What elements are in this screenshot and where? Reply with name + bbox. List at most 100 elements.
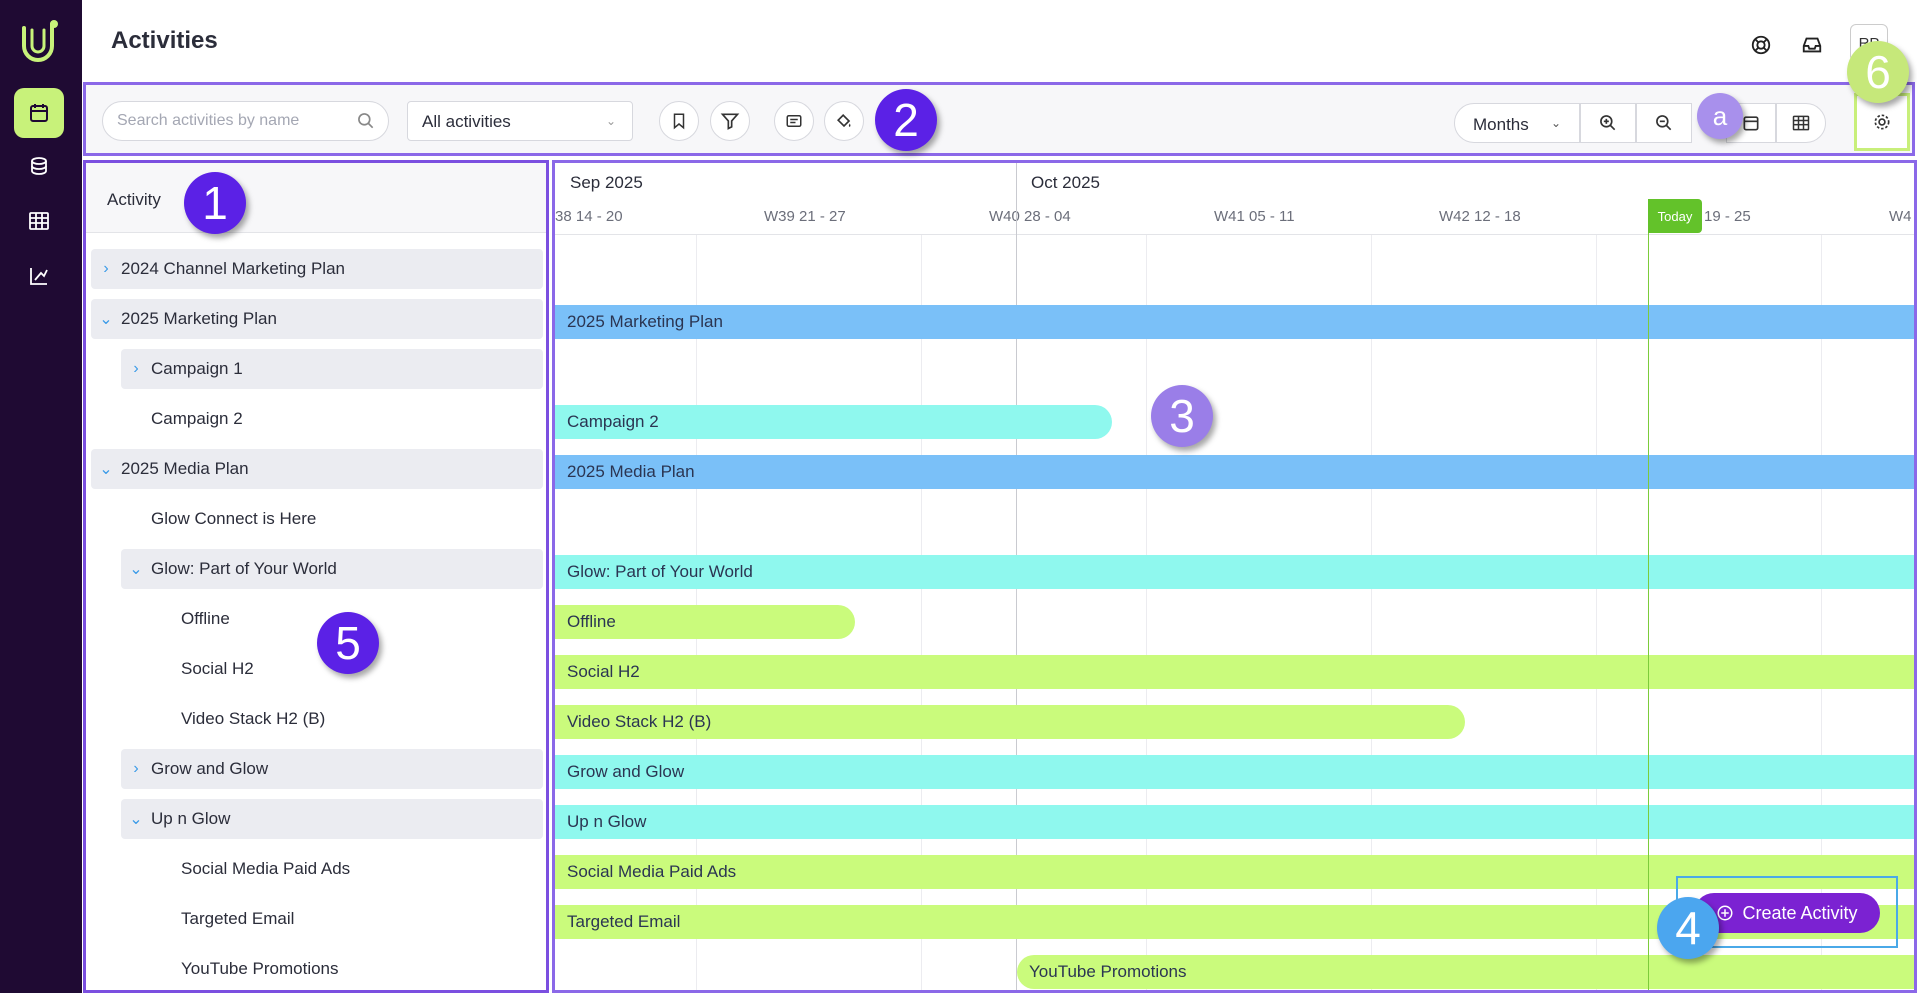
tree-row-label: Glow Connect is Here — [151, 509, 317, 528]
week-label: W41 05 - 11 — [1214, 208, 1295, 225]
nav-budget[interactable] — [14, 141, 64, 191]
help-button[interactable] — [1748, 32, 1774, 58]
logo-icon — [22, 20, 58, 62]
nav-reports[interactable] — [14, 251, 64, 301]
grid-line — [1596, 235, 1597, 990]
week-label: W4 — [1889, 208, 1912, 225]
top-header: Activities RP — [82, 0, 1917, 82]
create-activity-button[interactable]: Create Activity — [1694, 893, 1880, 933]
calendar-icon — [30, 104, 48, 122]
bookmark-button[interactable] — [659, 101, 699, 141]
tree-row[interactable]: ⌄ Up n Glow — [121, 799, 543, 839]
chevron-down-icon: ⌄ — [1550, 116, 1561, 130]
gantt-bar[interactable]: Social Media Paid Ads — [555, 855, 1914, 889]
tree-row[interactable]: Glow Connect is Here — [151, 499, 543, 539]
tree-row[interactable]: Campaign 2 — [151, 399, 543, 439]
tree-row[interactable]: Social Media Paid Ads — [181, 849, 543, 889]
zoom-in-button[interactable] — [1580, 103, 1636, 143]
week-label: W40 28 - 04 — [989, 208, 1071, 225]
gantt-bar[interactable]: Social H2 — [555, 655, 1914, 689]
gantt-bar[interactable]: YouTube Promotions — [1017, 955, 1914, 989]
gantt-bar[interactable]: 2025 Marketing Plan — [555, 305, 1914, 339]
tree-row[interactable]: Video Stack H2 (B) — [181, 699, 543, 739]
activity-tree-panel: Activity › 2024 Channel Marketing Plan ⌄ 2… — [83, 160, 549, 993]
callout-1: 1 — [184, 172, 246, 234]
coins-icon — [31, 157, 47, 175]
inbox-icon — [1802, 37, 1822, 53]
toolbar: All activities ⌄ Months ⌄ — [83, 82, 1915, 156]
tree-row[interactable]: Targeted Email — [181, 899, 543, 939]
tree-row[interactable]: Social H2 — [181, 649, 543, 689]
week-label: 19 - 25 — [1704, 208, 1751, 225]
tree-row[interactable]: ⌄ Glow: Part of Your World — [121, 549, 543, 589]
chevron-down-icon[interactable]: ⌄ — [129, 561, 143, 578]
tree-row-label: Targeted Email — [181, 909, 295, 928]
timescale-select[interactable]: Months ⌄ — [1454, 103, 1580, 143]
grid-line — [1371, 235, 1372, 990]
nav-table[interactable] — [14, 196, 64, 246]
tree-row-label: Video Stack H2 (B) — [181, 709, 326, 728]
chevron-right-icon[interactable]: › — [133, 360, 139, 377]
activity-column-header: Activity — [86, 163, 546, 233]
plus-circle-icon — [1717, 905, 1733, 921]
tree-row-label: 2025 Media Plan — [121, 459, 249, 478]
gantt-bar[interactable]: Offline — [555, 605, 855, 639]
chevron-down-icon[interactable]: ⌄ — [129, 811, 143, 828]
callout-a: a — [1697, 93, 1743, 139]
search-input[interactable] — [117, 112, 347, 130]
activities-filter-value: All activities — [422, 112, 511, 131]
month-label: Oct 2025 — [1031, 173, 1100, 192]
search-icon — [358, 113, 374, 129]
side-rail — [0, 0, 82, 993]
gantt-bar[interactable]: Grow and Glow — [555, 755, 1914, 789]
tree-row[interactable]: › 2024 Channel Marketing Plan — [91, 249, 543, 289]
grid-line — [1146, 235, 1147, 990]
callout-4: 4 — [1657, 897, 1719, 959]
nav-calendar[interactable] — [14, 88, 64, 138]
chevron-down-icon[interactable]: ⌄ — [99, 461, 113, 478]
list-icon — [786, 115, 802, 127]
chevron-down-icon[interactable]: ⌄ — [99, 311, 113, 328]
gantt-timeline: Sep 2025 Oct 2025 38 14 - 20 W39 21 - 27… — [552, 160, 1917, 993]
page-title: Activities — [111, 27, 218, 54]
zoom-out-button[interactable] — [1636, 103, 1692, 143]
tree-row[interactable]: › Grow and Glow — [121, 749, 543, 789]
tree-row-label: 2025 Marketing Plan — [121, 309, 277, 328]
chevron-right-icon[interactable]: › — [103, 260, 109, 277]
color-fill-button[interactable] — [824, 101, 864, 141]
filter-button[interactable] — [710, 101, 750, 141]
callout-3: 3 — [1151, 385, 1213, 447]
gantt-bar[interactable]: 2025 Media Plan — [555, 455, 1914, 489]
timescale-value: Months — [1473, 115, 1529, 134]
chevron-down-icon: ⌄ — [605, 114, 616, 128]
month-label: Sep 2025 — [570, 173, 643, 192]
today-marker-line — [1648, 199, 1649, 990]
gear-icon — [1874, 114, 1890, 130]
tree-row-label: Grow and Glow — [151, 759, 269, 778]
filter-icon — [720, 113, 740, 130]
list-view-button[interactable] — [774, 101, 814, 141]
tree-row[interactable]: ⌄ 2025 Media Plan — [91, 449, 543, 489]
gantt-bar[interactable]: Video Stack H2 (B) — [555, 705, 1465, 739]
today-badge[interactable]: Today — [1648, 199, 1702, 233]
activities-filter-select[interactable]: All activities ⌄ — [407, 101, 633, 141]
zoom-in-icon — [1600, 115, 1616, 131]
callout-6: 6 — [1847, 41, 1909, 103]
search-box — [102, 101, 389, 141]
chevron-right-icon[interactable]: › — [133, 760, 139, 777]
gantt-bar[interactable]: Up n Glow — [555, 805, 1914, 839]
tree-row[interactable]: › Campaign 1 — [121, 349, 543, 389]
tree-row[interactable]: YouTube Promotions — [181, 949, 543, 989]
table-icon — [29, 212, 49, 230]
timeline-header: Sep 2025 Oct 2025 38 14 - 20 W39 21 - 27… — [555, 163, 1914, 235]
gantt-bar[interactable]: Glow: Part of Your World — [555, 555, 1914, 589]
tree-row[interactable]: Offline — [181, 599, 543, 639]
gantt-bar[interactable]: Campaign 2 — [555, 405, 1112, 439]
callout-2: 2 — [875, 89, 937, 151]
tree-row[interactable]: ⌄ 2025 Marketing Plan — [91, 299, 543, 339]
grid-view-button[interactable] — [1776, 103, 1826, 143]
week-label: 38 14 - 20 — [555, 208, 623, 225]
tree-row-label: Glow: Part of Your World — [151, 559, 337, 578]
chart-up-icon — [30, 268, 48, 285]
inbox-button[interactable] — [1799, 32, 1825, 58]
